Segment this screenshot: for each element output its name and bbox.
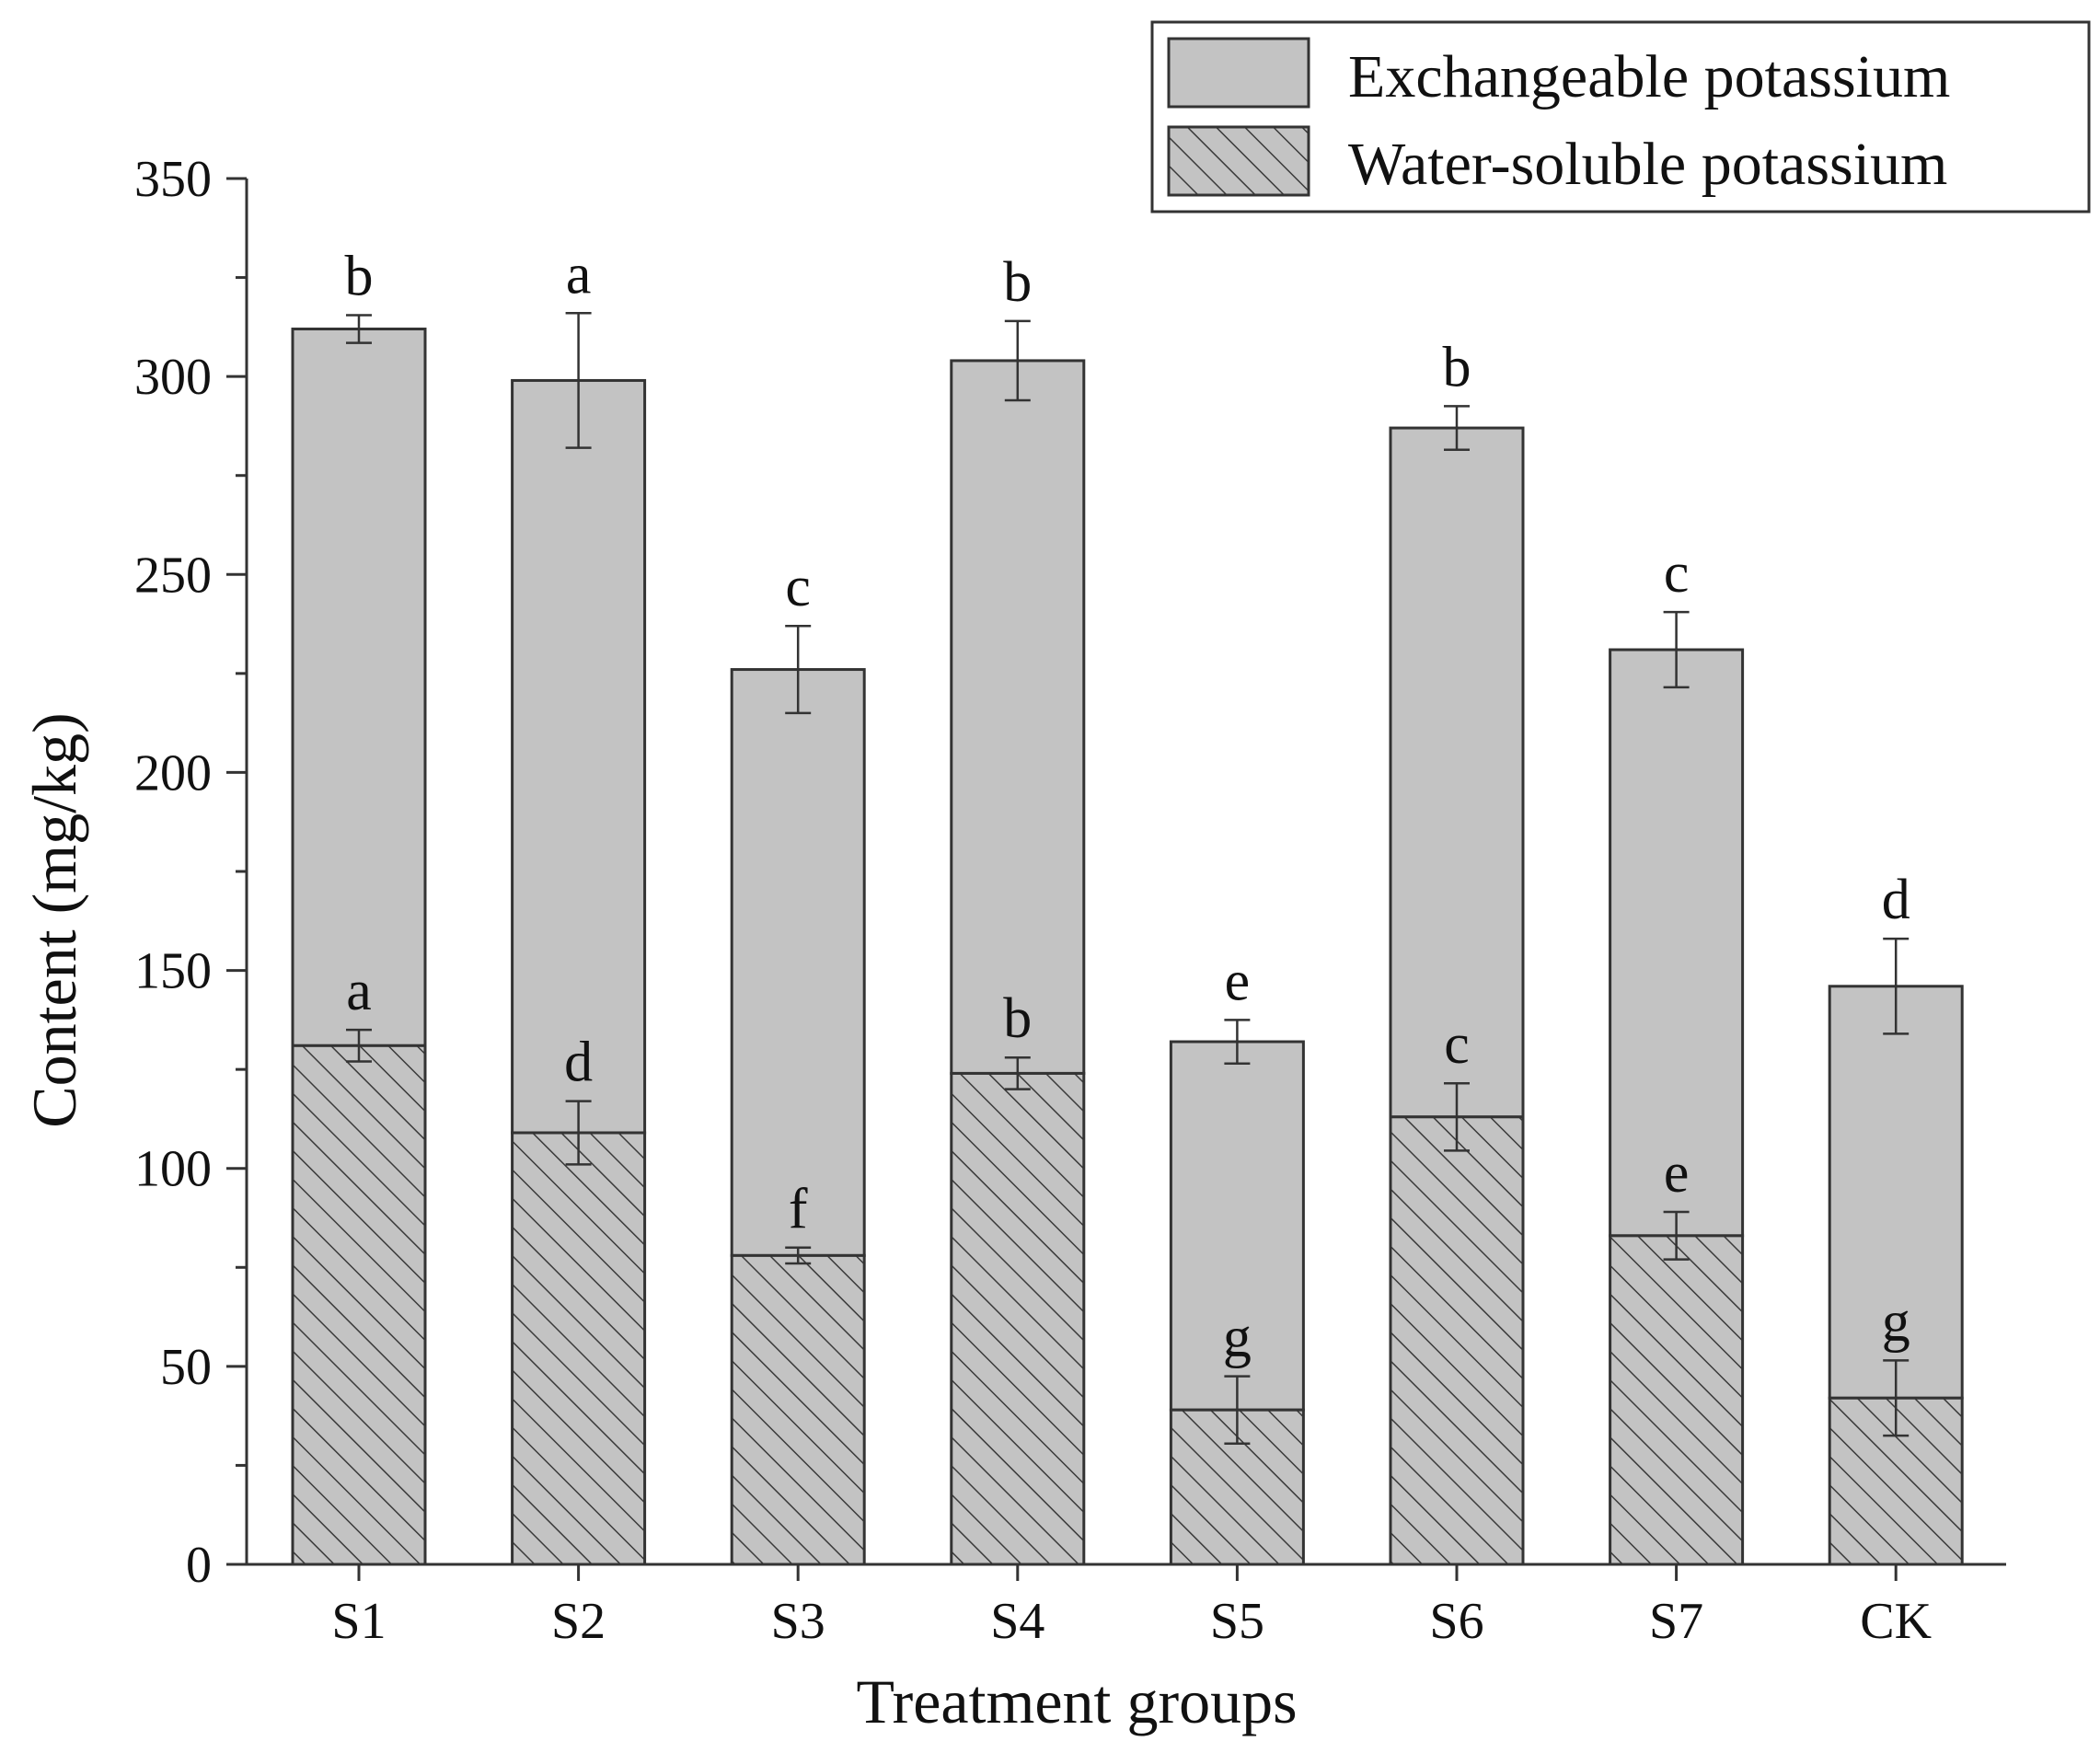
bar-exchangeable-s4 — [950, 359, 1086, 1075]
y-tick-label-250: 250 — [134, 547, 212, 604]
significance-label-water-soluble-s1: a — [346, 960, 372, 1022]
significance-label-exchangeable-s3: c — [785, 556, 811, 618]
legend: Exchangeable potassium Water-soluble pot… — [1150, 20, 2091, 213]
x-tick-label-s1: S1 — [331, 1593, 386, 1650]
y-tick-label-100: 100 — [134, 1141, 212, 1198]
plot-area: a b S1 d a S2 f c S3 b b S4 g e S5 c b S6 e c S7 g d CK 0 50 100 15… — [134, 151, 2006, 1650]
significance-label-water-soluble-s5: g — [1223, 1307, 1252, 1369]
y-tick-label-150: 150 — [134, 943, 212, 1000]
bar-exchangeable-s2 — [511, 378, 647, 1135]
significance-label-exchangeable-ck: d — [1882, 869, 1910, 931]
bar-water-soluble-s3 — [730, 1253, 866, 1566]
x-tick-label-s2: S2 — [551, 1593, 606, 1650]
y-tick-label-300: 300 — [134, 349, 212, 406]
x-tick-label-ck: CK — [1860, 1593, 1932, 1650]
legend-swatch-water-soluble — [1167, 125, 1310, 197]
bar-exchangeable-s1 — [291, 328, 427, 1047]
bar-water-soluble-s4 — [950, 1071, 1086, 1566]
y-tick-label-200: 200 — [134, 744, 212, 802]
x-axis-title: Treatment groups — [856, 1667, 1297, 1736]
legend-label-water-soluble: Water-soluble potassium — [1348, 131, 1947, 198]
significance-label-water-soluble-s4: b — [1003, 987, 1032, 1050]
significance-label-water-soluble-s2: d — [564, 1032, 593, 1094]
significance-label-exchangeable-s6: b — [1443, 336, 1471, 398]
bar-water-soluble-s7 — [1609, 1234, 1745, 1566]
x-tick-label-s3: S3 — [771, 1593, 825, 1650]
y-tick-label-0: 0 — [186, 1537, 212, 1594]
significance-label-water-soluble-s6: c — [1444, 1013, 1470, 1076]
significance-label-exchangeable-s4: b — [1003, 251, 1032, 314]
significance-label-exchangeable-s7: c — [1664, 542, 1690, 605]
bar-exchangeable-s3 — [730, 668, 866, 1257]
x-tick-label-s7: S7 — [1649, 1593, 1703, 1650]
x-tick-label-s6: S6 — [1429, 1593, 1483, 1650]
x-tick-label-s5: S5 — [1210, 1593, 1264, 1650]
significance-label-exchangeable-s2: a — [566, 243, 592, 306]
y-tick-label-50: 50 — [160, 1339, 212, 1396]
bar-water-soluble-s1 — [291, 1044, 427, 1566]
significance-label-water-soluble-s3: f — [789, 1178, 808, 1240]
significance-label-water-soluble-ck: g — [1882, 1290, 1910, 1353]
bar-water-soluble-s2 — [511, 1131, 647, 1566]
significance-label-water-soluble-s7: e — [1664, 1142, 1690, 1205]
y-axis-title: Content (mg/kg) — [19, 712, 89, 1127]
significance-label-exchangeable-s5: e — [1225, 950, 1251, 1012]
x-tick-label-s4: S4 — [990, 1593, 1044, 1650]
bar-exchangeable-ck — [1828, 985, 1964, 1400]
legend-label-exchangeable: Exchangeable potassium — [1348, 43, 1950, 110]
bar-water-soluble-s6 — [1389, 1115, 1525, 1566]
legend-swatch-exchangeable — [1167, 37, 1310, 109]
significance-label-exchangeable-s1: b — [345, 245, 374, 307]
y-tick-label-350: 350 — [134, 151, 212, 208]
bar-exchangeable-s5 — [1169, 1040, 1305, 1412]
